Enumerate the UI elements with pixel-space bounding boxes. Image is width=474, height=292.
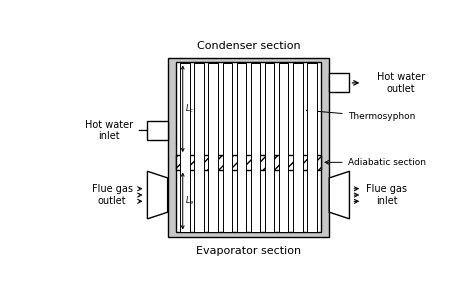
Text: Adiabatic section: Adiabatic section (325, 158, 426, 167)
Text: Thermosyphon: Thermosyphon (306, 109, 415, 121)
Bar (237, 63, 246, 232)
Bar (329, 73, 349, 93)
Bar (307, 63, 317, 232)
Bar (180, 63, 190, 232)
Bar (147, 121, 168, 140)
Bar (176, 62, 321, 232)
Text: $L_e$: $L_e$ (184, 195, 194, 207)
Text: Condenser section: Condenser section (197, 41, 300, 51)
Text: Flue gas
inlet: Flue gas inlet (366, 184, 407, 206)
Bar (279, 63, 289, 232)
Text: $L_c$: $L_c$ (184, 102, 194, 115)
Text: Flue gas
outlet: Flue gas outlet (92, 184, 133, 206)
Bar (209, 63, 218, 232)
Bar (176, 155, 321, 170)
Bar (194, 63, 204, 232)
Text: Hot water
inlet: Hot water inlet (84, 120, 133, 141)
Polygon shape (329, 171, 349, 219)
Bar (222, 63, 232, 232)
Bar (168, 58, 329, 237)
Bar (293, 63, 302, 232)
Text: Hot water
outlet: Hot water outlet (377, 72, 425, 94)
Bar (265, 63, 274, 232)
Polygon shape (147, 171, 168, 219)
Text: Evaporator section: Evaporator section (196, 246, 301, 256)
Bar (251, 63, 260, 232)
